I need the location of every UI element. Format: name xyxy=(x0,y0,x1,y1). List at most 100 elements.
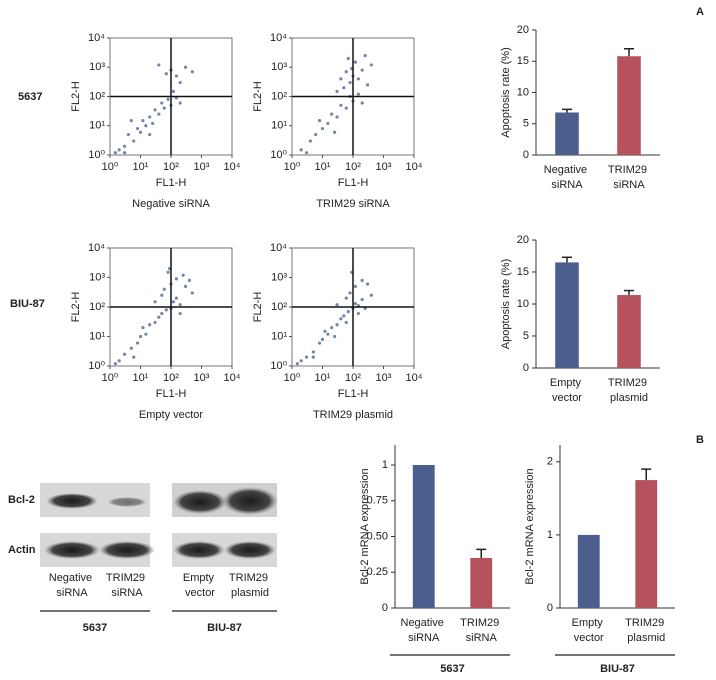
point xyxy=(162,106,166,110)
blot-images xyxy=(40,483,278,567)
point xyxy=(166,97,170,101)
point xyxy=(356,311,360,316)
point xyxy=(148,115,152,119)
point xyxy=(326,121,330,126)
x-tick-label: 10³ xyxy=(194,161,210,173)
x-tick-label: 10³ xyxy=(376,372,392,384)
y-tick-label: 20 xyxy=(517,234,529,246)
point xyxy=(317,341,322,345)
point xyxy=(135,126,140,131)
bar xyxy=(577,534,600,608)
point xyxy=(365,282,370,286)
point xyxy=(339,77,343,81)
y-tick-label: 0.25 xyxy=(367,566,388,578)
x-tick-label: 10⁰ xyxy=(102,372,119,384)
blot-band xyxy=(224,541,276,559)
point xyxy=(365,83,370,87)
y-axis-label: FL2-H xyxy=(70,81,82,112)
row-label: 5637 xyxy=(18,91,42,103)
bar xyxy=(470,557,493,608)
x-axis-label: FL1-H xyxy=(156,388,187,400)
point xyxy=(299,148,303,152)
point xyxy=(122,151,127,155)
point xyxy=(308,139,312,143)
point xyxy=(174,296,178,300)
point xyxy=(157,112,161,116)
x-tick-label: 10⁰ xyxy=(284,161,301,173)
point xyxy=(304,151,309,155)
point xyxy=(317,118,322,123)
y-tick-label: 10² xyxy=(271,90,287,102)
x-axis-label: FL1-H xyxy=(338,177,369,189)
x-tick-label: 10² xyxy=(163,372,179,384)
y-tick-label: 2 xyxy=(547,456,553,468)
point xyxy=(164,308,168,312)
lane-label: TRIM29 plasmid xyxy=(229,572,271,599)
point xyxy=(162,287,166,291)
point xyxy=(346,56,350,61)
point xyxy=(117,359,121,363)
bar xyxy=(617,295,641,368)
point xyxy=(141,118,145,123)
point xyxy=(311,350,315,354)
y-tick-label: 10⁴ xyxy=(270,242,287,254)
x-tick-label: TRIM29 plasmid xyxy=(625,617,667,644)
y-tick-label: 10⁴ xyxy=(88,242,105,254)
y-tick-label: 0.75 xyxy=(367,495,388,507)
point xyxy=(144,332,148,336)
blot-row-label: Bcl-2 xyxy=(8,494,35,506)
point xyxy=(299,359,303,363)
x-tick-label: 10¹ xyxy=(315,372,331,384)
point xyxy=(138,130,143,134)
point xyxy=(157,315,161,319)
y-tick-label: 10² xyxy=(89,301,105,313)
point xyxy=(304,355,309,359)
point xyxy=(135,341,140,345)
blot-band xyxy=(173,541,225,559)
point xyxy=(342,314,346,318)
y-tick-label: 0.50 xyxy=(367,530,388,542)
point xyxy=(335,115,339,119)
y-tick-label: 0 xyxy=(547,602,553,614)
point xyxy=(335,323,339,327)
point xyxy=(342,86,346,90)
x-tick-label: 10⁰ xyxy=(284,372,301,384)
point xyxy=(330,326,334,330)
x-tick-label: TRIM29 siRNA xyxy=(460,617,502,644)
bar xyxy=(617,56,641,155)
bar xyxy=(635,480,658,608)
point xyxy=(363,54,367,58)
point xyxy=(178,80,182,85)
point xyxy=(132,139,136,143)
point xyxy=(129,346,133,350)
point xyxy=(369,63,373,67)
point xyxy=(339,103,343,107)
point xyxy=(353,284,358,288)
y-tick-label: 10¹ xyxy=(271,330,287,342)
point xyxy=(348,80,352,85)
y-axis-label: Apoptosis rate (%) xyxy=(500,47,512,137)
point xyxy=(339,317,343,321)
y-tick-label: 5 xyxy=(523,330,529,342)
x-tick-label: 10² xyxy=(163,161,179,173)
x-tick-label: Empty vector xyxy=(550,377,584,404)
point xyxy=(335,303,339,307)
y-tick-label: 10⁰ xyxy=(88,149,105,161)
y-tick-label: 10³ xyxy=(271,61,287,73)
x-tick-label: Negative siRNA xyxy=(401,617,447,644)
point xyxy=(174,277,178,281)
point xyxy=(153,320,157,325)
y-tick-label: 10¹ xyxy=(89,330,105,342)
caption: Negative siRNA xyxy=(132,198,210,210)
point xyxy=(333,130,337,134)
point xyxy=(151,121,155,126)
y-tick-label: 1 xyxy=(382,459,388,471)
row-label: BIU-87 xyxy=(10,298,45,310)
point xyxy=(148,323,152,327)
x-tick-label: 10² xyxy=(345,161,361,173)
x-tick-label: 10¹ xyxy=(133,161,149,173)
point xyxy=(356,92,360,96)
y-tick-label: 10³ xyxy=(89,61,105,73)
point xyxy=(187,278,191,282)
